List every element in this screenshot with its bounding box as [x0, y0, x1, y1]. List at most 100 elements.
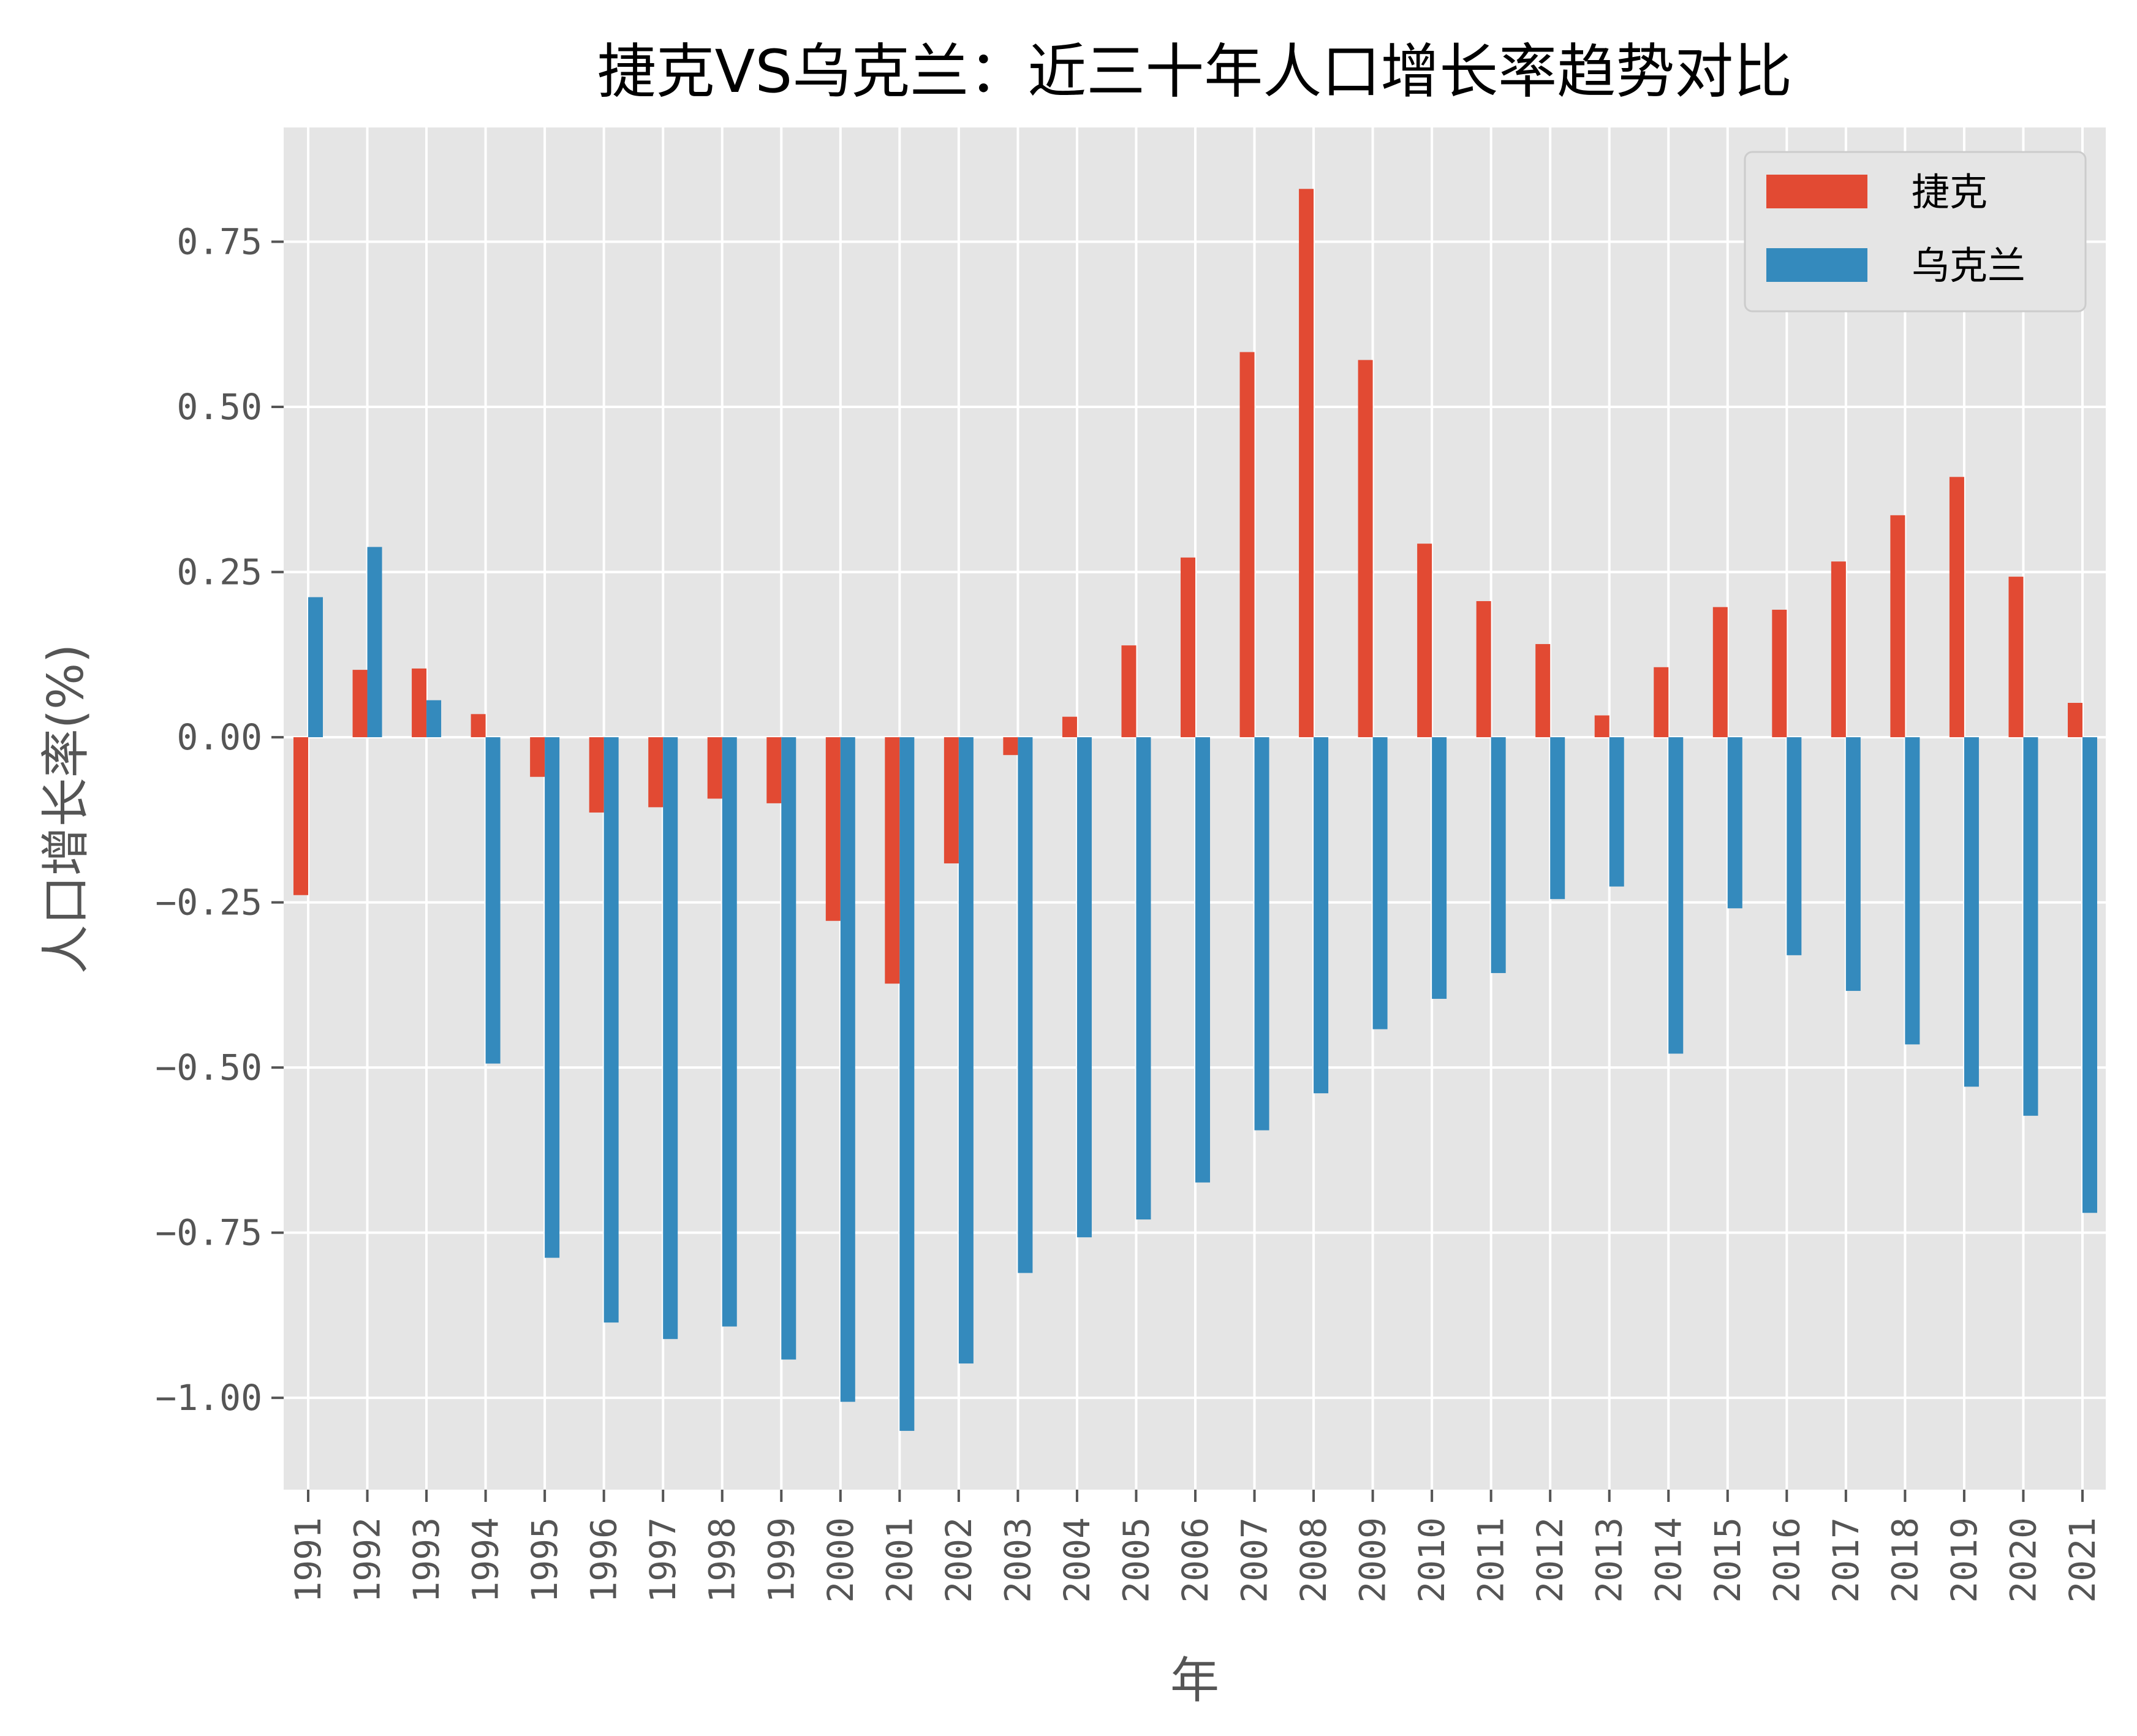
x-tick-label: 1992: [347, 1517, 388, 1603]
x-tick-label: 2021: [2062, 1517, 2103, 1603]
legend-label: 乌克兰: [1912, 243, 2025, 288]
y-tick-label: −0.25: [155, 882, 262, 923]
bar-ukraine-2015: [1727, 737, 1742, 909]
bar-ukraine-2013: [1609, 737, 1624, 887]
bar-ukraine-2002: [958, 737, 974, 1364]
x-tick-label: 2000: [820, 1517, 861, 1603]
x-tick-label: 2006: [1174, 1517, 1216, 1603]
bar-czech-2006: [1181, 557, 1195, 738]
y-axis-label: 人口增长率(%): [37, 644, 94, 974]
x-tick-label: 2016: [1766, 1517, 1807, 1603]
x-tick-label: 2008: [1293, 1517, 1334, 1603]
y-tick-label: 0.00: [176, 716, 262, 758]
bar-czech-1997: [648, 737, 664, 808]
bar-czech-2009: [1358, 360, 1373, 738]
x-tick-label: 2004: [1056, 1517, 1098, 1603]
x-tick-label: 1993: [406, 1517, 447, 1603]
bar-czech-2001: [885, 737, 900, 984]
y-tick-label: 0.75: [176, 221, 262, 263]
bar-ukraine-1992: [367, 547, 382, 738]
bar-ukraine-2005: [1136, 737, 1151, 1220]
bar-ukraine-1993: [426, 700, 442, 738]
bar-ukraine-2010: [1432, 737, 1447, 999]
bar-czech-2012: [1535, 644, 1551, 738]
bar-czech-2021: [2068, 703, 2082, 738]
bar-ukraine-1995: [545, 737, 560, 1258]
y-tick-label: −1.00: [155, 1377, 262, 1419]
x-tick-label: 1991: [287, 1517, 329, 1603]
x-tick-label: 1997: [642, 1517, 684, 1603]
bar-czech-1995: [530, 737, 545, 777]
x-tick-label: 1994: [465, 1517, 507, 1603]
bar-ukraine-1996: [603, 737, 619, 1323]
bar-czech-2013: [1594, 715, 1609, 738]
x-tick-label: 2012: [1529, 1517, 1571, 1603]
bar-ukraine-2019: [1964, 737, 1979, 1087]
bar-ukraine-2006: [1195, 737, 1210, 1183]
legend-swatch: [1766, 248, 1867, 282]
bar-czech-1992: [352, 670, 368, 738]
bar-czech-1993: [412, 668, 427, 738]
x-tick-label: 2007: [1234, 1517, 1276, 1603]
x-tick-label: 2018: [1884, 1517, 1926, 1603]
bar-ukraine-1994: [485, 737, 501, 1064]
bar-czech-2019: [1949, 477, 1964, 738]
bar-czech-2010: [1417, 544, 1432, 738]
bars: [293, 189, 2097, 1431]
bar-ukraine-2012: [1550, 737, 1565, 900]
bar-czech-1991: [293, 737, 308, 895]
x-tick-label: 2001: [879, 1517, 920, 1603]
bar-ukraine-2001: [899, 737, 915, 1431]
chart-title: 捷克VS乌克兰：近三十年人口增长率趋势对比: [597, 37, 1793, 106]
x-tick-label: 2011: [1470, 1517, 1512, 1603]
x-tick-label: 2020: [2002, 1517, 2044, 1603]
bar-ukraine-2008: [1314, 737, 1329, 1094]
bar-czech-2011: [1476, 601, 1491, 738]
bar-ukraine-2007: [1254, 737, 1269, 1131]
x-tick-label: 2015: [1707, 1517, 1749, 1603]
bar-ukraine-2018: [1905, 737, 1920, 1045]
x-tick-label: 2019: [1943, 1517, 1985, 1603]
bar-ukraine-1991: [308, 597, 323, 738]
bar-czech-2014: [1654, 667, 1669, 738]
x-axis-label: 年: [1170, 1652, 1219, 1709]
bar-ukraine-2003: [1018, 737, 1033, 1273]
axes: −1.00 −0.75 −0.50 −0.25 0.00 0.25 0.50 0.75 1991…: [155, 221, 2103, 1603]
x-tick-label: 1999: [760, 1517, 802, 1603]
bar-czech-2016: [1772, 609, 1787, 738]
x-tick-label: 2009: [1352, 1517, 1394, 1603]
bar-czech-2003: [1003, 737, 1018, 756]
bar-czech-2008: [1299, 189, 1314, 738]
bar-czech-1999: [766, 737, 782, 803]
bar-ukraine-1997: [663, 737, 678, 1340]
bar-czech-2015: [1712, 607, 1728, 738]
bar-czech-2004: [1062, 716, 1077, 738]
bar-czech-1998: [707, 737, 722, 799]
x-tick-label: 2014: [1647, 1517, 1689, 1603]
bar-ukraine-2004: [1076, 737, 1092, 1238]
bar-ukraine-2016: [1787, 737, 1802, 955]
legend-swatch: [1766, 175, 1867, 208]
bar-czech-1996: [589, 737, 604, 813]
x-tick-label: 2010: [1411, 1517, 1453, 1603]
bar-czech-1994: [471, 714, 486, 738]
x-tick-label: 1995: [524, 1517, 565, 1603]
x-tick-label: 1996: [583, 1517, 625, 1603]
bar-ukraine-2009: [1372, 737, 1388, 1029]
bar-ukraine-1998: [722, 737, 737, 1327]
x-tick-label: 2002: [938, 1517, 980, 1603]
y-tick-label: 0.50: [176, 386, 262, 428]
bar-ukraine-2017: [1845, 737, 1861, 991]
bar-czech-2020: [2008, 577, 2024, 738]
bar-czech-2005: [1121, 645, 1137, 738]
bar-ukraine-1999: [781, 737, 796, 1360]
bar-ukraine-2011: [1491, 737, 1506, 973]
y-tick-label: −0.50: [155, 1047, 262, 1088]
bar-ukraine-2014: [1668, 737, 1684, 1054]
bar-czech-2007: [1239, 352, 1255, 738]
y-tick-label: −0.75: [155, 1212, 262, 1254]
bar-czech-2000: [825, 737, 841, 921]
x-tick-label: 2013: [1589, 1517, 1630, 1603]
